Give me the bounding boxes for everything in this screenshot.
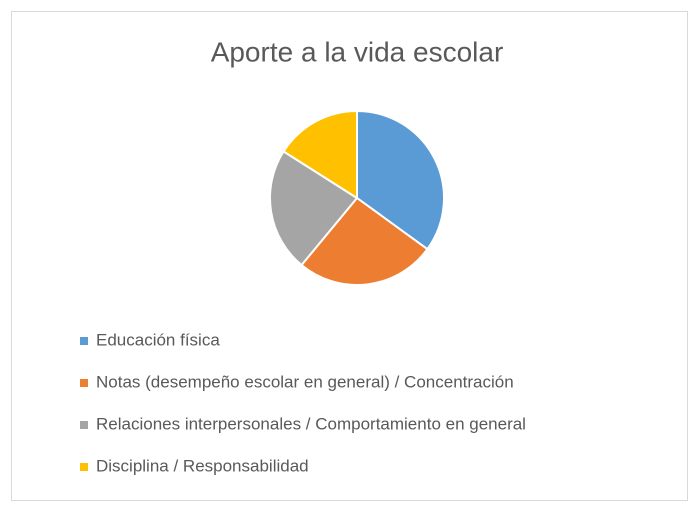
pie-slice <box>282 109 358 200</box>
legend-label: Educación física <box>96 330 220 349</box>
legend-swatch <box>80 337 88 345</box>
legend-swatch <box>80 421 88 429</box>
pie-slice <box>269 150 359 267</box>
legend-label: Disciplina / Responsabilidad <box>96 456 309 475</box>
legend-swatch <box>80 463 88 471</box>
pie-slice <box>356 109 445 251</box>
legend-label: Relaciones interpersonales / Comportamie… <box>96 414 526 433</box>
legend-label: Notas (desempeño escolar en general) / C… <box>96 372 514 391</box>
chart-title: Aporte a la vida escolar <box>211 36 504 67</box>
pie-slice <box>300 196 429 286</box>
legend-swatch <box>80 379 88 387</box>
